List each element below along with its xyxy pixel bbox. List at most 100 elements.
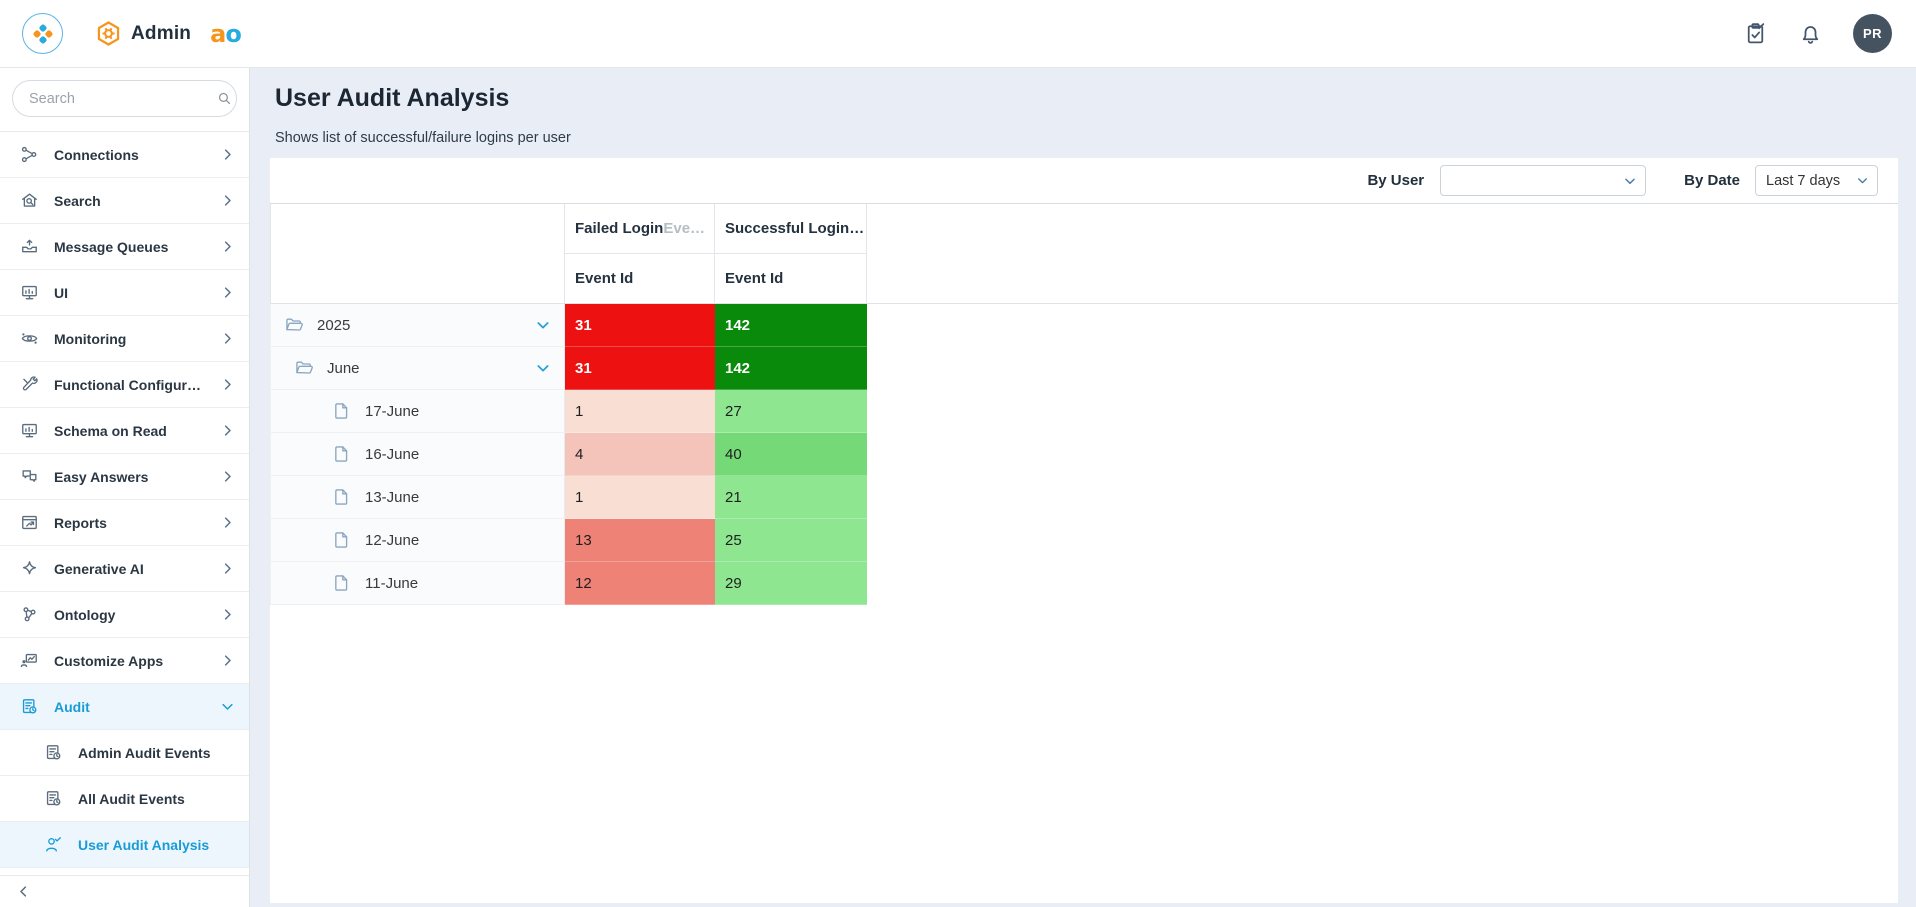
tree-node-label: 2025: [317, 316, 351, 334]
easy-answers-icon: [20, 467, 39, 486]
tasks-clipboard-icon[interactable]: [1743, 21, 1768, 46]
successful-login-count: 25: [715, 519, 867, 562]
sidebar-menu: Connections Search Message Queues UI Monitor…: [0, 131, 249, 868]
by-date-select[interactable]: Last 7 days: [1755, 165, 1878, 196]
tree-node-label: 17-June: [365, 402, 420, 420]
failed-login-count: 1: [565, 476, 715, 519]
table-row: 13-June 1 21: [270, 476, 1898, 519]
sidebar-item-label: Generative AI: [54, 560, 144, 577]
reports-icon: [20, 513, 39, 532]
successful-login-count: 27: [715, 390, 867, 433]
sidebar-item-generative-ai[interactable]: Generative AI: [0, 546, 249, 592]
folder-open-icon: [294, 358, 314, 378]
home-logo-button[interactable]: [22, 13, 63, 54]
chevron-right-icon: [220, 561, 235, 576]
folder-open-icon: [284, 315, 304, 335]
successful-login-count: 142: [715, 347, 867, 390]
sidebar-item-label: User Audit Analysis: [78, 836, 210, 853]
collapse-chevron-icon[interactable]: [535, 317, 551, 333]
sidebar: Connections Search Message Queues UI Monitor…: [0, 68, 250, 907]
by-user-label: By User: [1367, 172, 1425, 189]
chevron-down-icon: [1856, 174, 1869, 187]
tree-node-label: 16-June: [365, 445, 420, 463]
ontology-icon: [20, 605, 39, 624]
file-icon: [332, 487, 352, 507]
file-icon: [332, 401, 352, 421]
table-row: 12-June 13 25: [270, 519, 1898, 562]
sidebar-collapse-button[interactable]: [0, 875, 249, 907]
table-row: 11-June 12 29: [270, 562, 1898, 605]
failed-login-column-header: Failed Login Eve…: [565, 204, 715, 254]
sidebar-item-monitoring[interactable]: Monitoring: [0, 316, 249, 362]
sidebar-item-ontology[interactable]: Ontology: [0, 592, 249, 638]
search-input[interactable]: [29, 90, 216, 107]
sidebar-item-easy-answers[interactable]: Easy Answers: [0, 454, 249, 500]
connections-icon: [20, 145, 39, 164]
main-content: User Audit Analysis Shows list of succes…: [250, 68, 1916, 907]
collapse-chevron-icon[interactable]: [535, 360, 551, 376]
tree-node-label: 13-June: [365, 488, 420, 506]
tree-node-17-june[interactable]: 17-June: [270, 390, 565, 433]
sidebar-item-connections[interactable]: Connections: [0, 132, 249, 178]
table-body: 2025 31 142 June 31 142 17-June 1 27 16-June 4 40 13…: [270, 304, 1898, 605]
chevron-right-icon: [220, 377, 235, 392]
monitoring-icon: [20, 329, 39, 348]
table-row: 17-June 1 27: [270, 390, 1898, 433]
by-date-value: Last 7 days: [1766, 172, 1841, 189]
audit-table-panel: Failed Login Eve… Successful Login… Even…: [270, 204, 1898, 903]
tree-node-12-june[interactable]: 12-June: [270, 519, 565, 562]
chevron-down-icon: [1623, 174, 1637, 188]
sidebar-item-label: Message Queues: [54, 238, 169, 255]
tree-node-11-june[interactable]: 11-June: [270, 562, 565, 605]
tree-node-13-june[interactable]: 13-June: [270, 476, 565, 519]
chevron-right-icon: [220, 653, 235, 668]
sidebar-item-audit[interactable]: Audit: [0, 684, 249, 730]
sidebar-item-label: All Audit Events: [78, 790, 185, 807]
chevron-left-icon: [16, 884, 31, 899]
sidebar-item-customize-apps[interactable]: Customize Apps: [0, 638, 249, 684]
notifications-bell-icon[interactable]: [1798, 21, 1823, 46]
sidebar-item-all-audit-events[interactable]: All Audit Events: [0, 776, 249, 822]
audit-icon: [44, 743, 63, 762]
tree-node-16-june[interactable]: 16-June: [270, 433, 565, 476]
chevron-right-icon: [220, 285, 235, 300]
chevron-right-icon: [220, 239, 235, 254]
generative-ai-icon: [20, 559, 39, 578]
file-icon: [332, 530, 352, 550]
sidebar-item-schema-on-read[interactable]: Schema on Read: [0, 408, 249, 454]
successful-login-count: 142: [715, 304, 867, 347]
chevron-right-icon: [220, 607, 235, 622]
ui-icon: [20, 283, 39, 302]
sidebar-item-functional-configurati[interactable]: Functional Configurati...: [0, 362, 249, 408]
audit-icon: [44, 789, 63, 808]
sidebar-item-label: Connections: [54, 146, 139, 163]
sidebar-item-label: Admin Audit Events: [78, 744, 211, 761]
sidebar-item-admin-audit-events[interactable]: Admin Audit Events: [0, 730, 249, 776]
by-user-select[interactable]: [1440, 165, 1647, 196]
filter-bar: By User By Date Last 7 days: [270, 158, 1898, 204]
tree-column-header: [270, 204, 565, 304]
sidebar-search-box: [12, 80, 237, 117]
sidebar-item-label: Easy Answers: [54, 468, 149, 485]
sidebar-item-message-queues[interactable]: Message Queues: [0, 224, 249, 270]
failed-login-count: 1: [565, 390, 715, 433]
user-avatar[interactable]: PR: [1853, 14, 1892, 53]
tree-node-label: June: [327, 359, 360, 377]
sidebar-item-label: Schema on Read: [54, 422, 167, 439]
sidebar-item-label: Functional Configurati...: [54, 376, 205, 393]
tree-node-2025[interactable]: 2025: [270, 304, 565, 347]
tree-node-june[interactable]: June: [270, 347, 565, 390]
sidebar-item-user-audit-analysis[interactable]: User Audit Analysis: [0, 822, 249, 868]
sidebar-item-reports[interactable]: Reports: [0, 500, 249, 546]
failed-event-id-subheader: Event Id: [565, 254, 715, 304]
file-icon: [332, 573, 352, 593]
customize-apps-icon: [20, 651, 39, 670]
schema-icon: [20, 421, 39, 440]
search-nav-icon: [20, 191, 39, 210]
sidebar-item-ui[interactable]: UI: [0, 270, 249, 316]
sidebar-item-label: Monitoring: [54, 330, 127, 347]
sidebar-item-search[interactable]: Search: [0, 178, 249, 224]
tree-node-label: 12-June: [365, 531, 420, 549]
message-queues-icon: [20, 237, 39, 256]
sidebar-item-label: Search: [54, 192, 101, 209]
